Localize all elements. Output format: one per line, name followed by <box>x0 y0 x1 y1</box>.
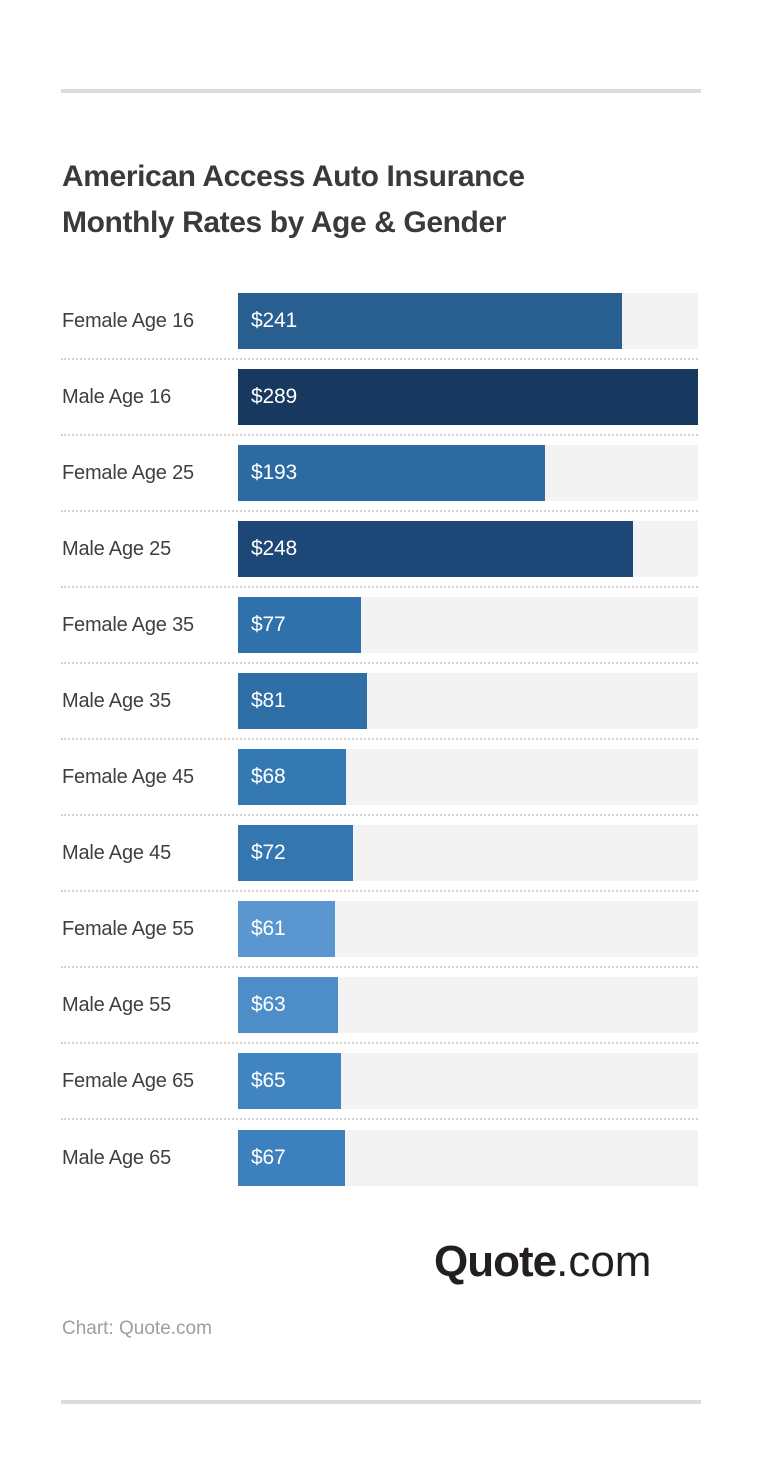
top-divider <box>61 89 701 93</box>
bar-track: $193 <box>238 445 698 501</box>
bar-track: $81 <box>238 673 698 729</box>
chart-row: Female Age 16 $241 <box>61 284 698 360</box>
bar-value-label: $65 <box>251 1069 286 1092</box>
bar-value-label: $63 <box>251 993 286 1016</box>
bar-value-label: $241 <box>251 309 297 332</box>
chart-title-line1: American Access Auto Insurance <box>62 160 525 193</box>
bar: $81 <box>238 673 367 729</box>
chart-row: Female Age 55 $61 <box>61 892 698 968</box>
bar: $193 <box>238 445 546 501</box>
row-label: Male Age 16 <box>62 385 171 408</box>
bar-track: $241 <box>238 293 698 349</box>
bar: $67 <box>238 1130 345 1186</box>
bar-track: $72 <box>238 825 698 881</box>
bar-track: $61 <box>238 901 698 957</box>
bar-track: $68 <box>238 749 698 805</box>
quote-logo: Quote.com <box>434 1240 651 1284</box>
chart-title-line2: Monthly Rates by Age & Gender <box>62 206 507 239</box>
bar-track: $248 <box>238 521 698 577</box>
bar: $241 <box>238 293 622 349</box>
chart-row: Female Age 25 $193 <box>61 436 698 512</box>
row-label: Male Age 65 <box>62 1146 171 1169</box>
bar-track: $65 <box>238 1053 698 1109</box>
chart-title: American Access Auto Insurance Monthly R… <box>62 154 525 246</box>
chart-row: Male Age 25 $248 <box>61 512 698 588</box>
row-label: Male Age 55 <box>62 993 171 1016</box>
bar-value-label: $72 <box>251 841 286 864</box>
row-label: Female Age 25 <box>62 461 194 484</box>
chart-row: Male Age 65 $67 <box>61 1120 698 1196</box>
bar-track: $63 <box>238 977 698 1033</box>
chart-row: Male Age 55 $63 <box>61 968 698 1044</box>
row-label: Male Age 25 <box>62 537 171 560</box>
bar-value-label: $61 <box>251 917 286 940</box>
bar-value-label: $193 <box>251 461 297 484</box>
row-label: Female Age 45 <box>62 765 194 788</box>
bar-value-label: $289 <box>251 385 297 408</box>
bar-value-label: $68 <box>251 765 286 788</box>
bar: $248 <box>238 521 633 577</box>
chart-row: Male Age 16 $289 <box>61 360 698 436</box>
row-label: Male Age 45 <box>62 841 171 864</box>
chart-row: Female Age 35 $77 <box>61 588 698 664</box>
row-label: Female Age 16 <box>62 309 194 332</box>
bar: $72 <box>238 825 353 881</box>
bar-track: $77 <box>238 597 698 653</box>
chart-row: Male Age 35 $81 <box>61 664 698 740</box>
bar: $77 <box>238 597 361 653</box>
bar-track: $289 <box>238 369 698 425</box>
bar-track: $67 <box>238 1130 698 1186</box>
chart-row: Male Age 45 $72 <box>61 816 698 892</box>
bar: $63 <box>238 977 339 1033</box>
logo-com-text: .com <box>556 1237 652 1286</box>
logo-quote-text: Quote <box>434 1237 557 1286</box>
bar-chart: Female Age 16 $241 Male Age 16 $289 Fema… <box>61 284 698 1196</box>
chart-attribution: Chart: Quote.com <box>62 1318 212 1339</box>
row-label: Female Age 65 <box>62 1069 194 1092</box>
bar-value-label: $248 <box>251 537 297 560</box>
bar-value-label: $67 <box>251 1146 286 1169</box>
chart-row: Female Age 65 $65 <box>61 1044 698 1120</box>
bar: $65 <box>238 1053 342 1109</box>
row-label: Female Age 35 <box>62 613 194 636</box>
bar: $61 <box>238 901 336 957</box>
bar-value-label: $77 <box>251 613 286 636</box>
chart-row: Female Age 45 $68 <box>61 740 698 816</box>
row-label: Male Age 35 <box>62 689 171 712</box>
bar: $68 <box>238 749 347 805</box>
bar: $289 <box>238 369 698 425</box>
bar-value-label: $81 <box>251 689 286 712</box>
row-label: Female Age 55 <box>62 917 194 940</box>
bottom-divider <box>61 1400 701 1404</box>
